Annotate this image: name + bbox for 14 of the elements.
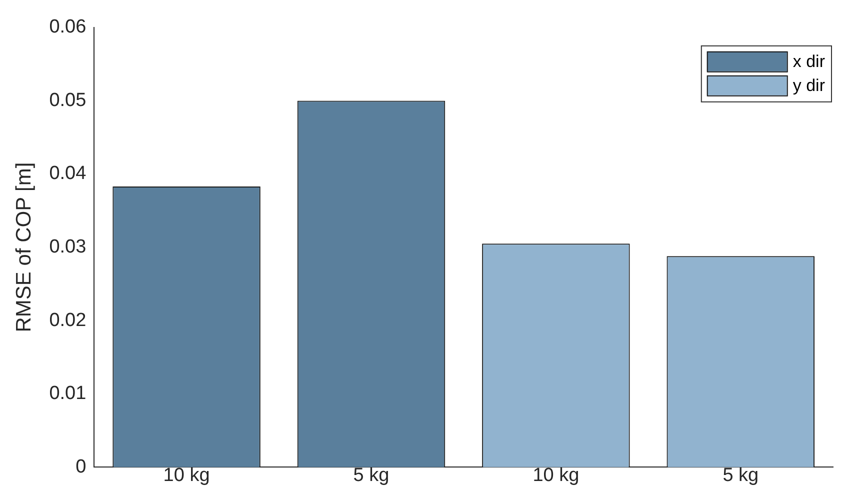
y-tick-label: 0.02 xyxy=(49,310,86,331)
legend-label: y dir xyxy=(792,76,826,96)
y-tick-label: 0.01 xyxy=(49,383,86,404)
y-axis-title: RMSE of COP [m] xyxy=(12,162,36,332)
y-tick-label: 0.03 xyxy=(49,236,86,258)
y-tick-label: 0.06 xyxy=(49,16,86,38)
x-tick-label: 5 kg xyxy=(353,464,390,486)
x-tick-label: 5 kg xyxy=(722,464,759,486)
y-tick-label: 0.05 xyxy=(49,90,86,111)
y-tick-label: 0.04 xyxy=(49,163,87,184)
x-tick-label: 10 kg xyxy=(532,464,580,486)
y-tick-label: 0 xyxy=(76,456,86,478)
legend-label: x dir xyxy=(792,52,826,72)
x-tick-label: 10 kg xyxy=(163,464,210,486)
